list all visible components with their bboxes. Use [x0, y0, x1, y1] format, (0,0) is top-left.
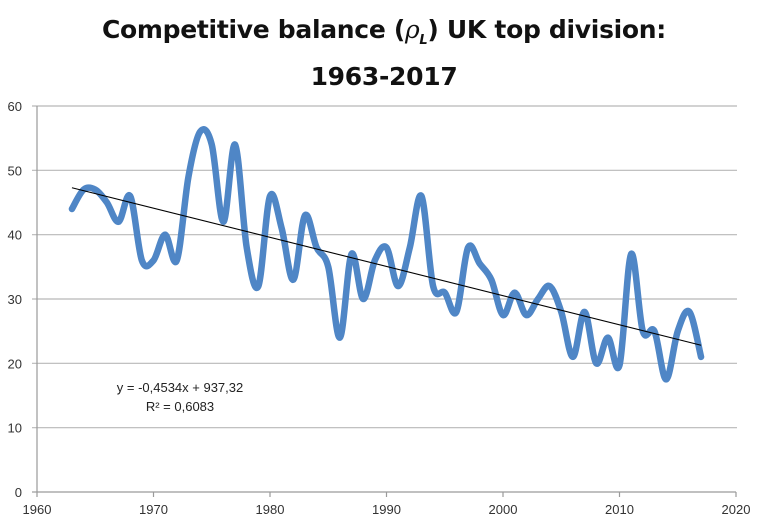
y-tick-label: 40 — [8, 228, 22, 243]
gridlines — [32, 105, 737, 493]
chart-title-line-1: Competitive balance (ρL) UK top division… — [0, 12, 768, 59]
x-tick-label: 1990 — [372, 502, 401, 517]
title-text-after: ) UK top division: — [427, 15, 666, 44]
x-tick-label: 1970 — [139, 502, 168, 517]
trendline — [71, 187, 702, 346]
chart-title-line-2: 1963-2017 — [310, 62, 458, 91]
y-tick-label: 20 — [8, 356, 22, 371]
series-layer — [68, 126, 705, 383]
x-tick-label: 1960 — [23, 502, 52, 517]
title-text: Competitive balance ( — [101, 15, 406, 44]
x-tick-label: 2020 — [722, 502, 751, 517]
y-tick-label: 30 — [8, 292, 22, 307]
axes — [36, 106, 737, 497]
trendline-layer — [71, 187, 702, 346]
series-line — [68, 126, 705, 383]
y-tick-label: 60 — [8, 99, 22, 114]
trendline-equation: y = -0,4534x + 937,32 — [117, 380, 243, 395]
y-tick-label: 10 — [8, 421, 22, 436]
trendline-r-squared: R² = 0,6083 — [146, 399, 214, 414]
x-tick-label: 1980 — [256, 502, 285, 517]
trendline-annotation: y = -0,4534x + 937,32 R² = 0,6083 — [117, 380, 243, 414]
x-tick-label: 2010 — [605, 502, 634, 517]
y-tick-label: 0 — [15, 485, 22, 500]
x-tick-label: 2000 — [489, 502, 518, 517]
tick-labels: 0 10 20 30 40 50 60 1960 1970 1980 1990 2000 2010 202… — [8, 99, 751, 517]
title-rho-symbol: ρ — [405, 15, 420, 44]
y-tick-label: 50 — [8, 163, 22, 178]
chart-title: Competitive balance (ρL) UK top division… — [0, 12, 768, 95]
title-subscript: L — [419, 33, 428, 48]
